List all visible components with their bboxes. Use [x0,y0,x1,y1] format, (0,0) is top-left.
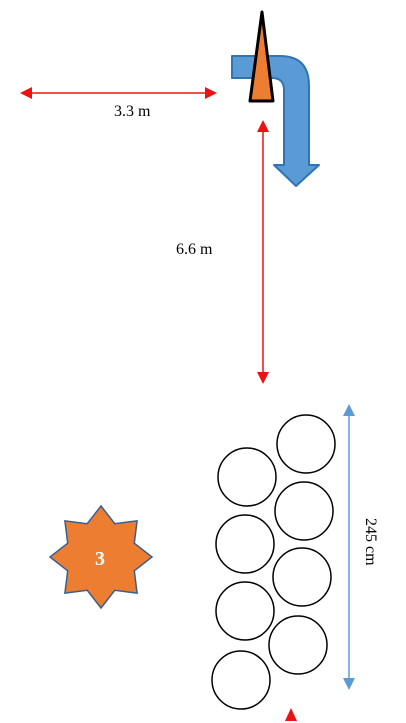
stack-circle [272,547,332,607]
circle-stack [211,414,336,710]
stack-height-label: 245 cm [362,518,379,566]
stack-circle [217,447,277,507]
bottom-arrowhead-icon [285,708,297,721]
turn-down-arrow-icon [231,55,320,187]
vertical-distance-label: 6.6 m [176,241,213,258]
stack-circle [215,514,275,574]
horizontal-distance-label: 3.3 m [114,103,151,120]
stack-circle [274,481,334,541]
stack-circle [211,650,271,710]
star-marker-number: 3 [95,548,105,570]
triangle-pointer-icon [248,10,275,103]
vertical-distance-arrow [257,120,269,384]
stack-circle [215,581,275,641]
stack-circle [268,615,328,675]
horizontal-distance-arrow [20,87,217,99]
stack-height-arrow [343,404,355,690]
eight-point-star-icon [48,504,154,610]
stack-circle [276,414,336,474]
